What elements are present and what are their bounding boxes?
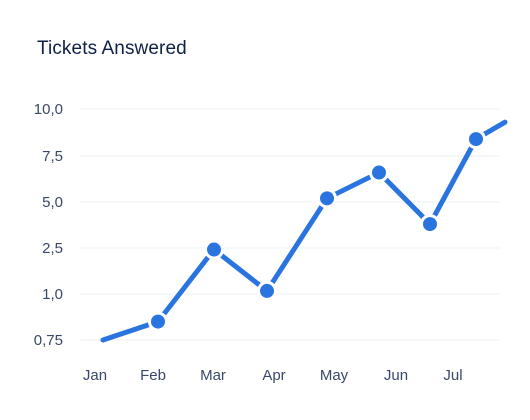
series-points-layer: [148, 129, 486, 332]
y-tick-label: 10,0: [34, 101, 63, 118]
y-tick-label: 1,0: [42, 286, 63, 303]
x-tick-label: Jun: [384, 367, 408, 384]
x-tick-label: May: [320, 367, 349, 384]
chart-title: Tickets Answered: [37, 38, 187, 59]
data-point[interactable]: [466, 129, 486, 150]
series-line: [100, 119, 508, 343]
data-point[interactable]: [369, 162, 389, 183]
y-tick-label: 0,75: [34, 332, 63, 349]
y-tick-label: 7,5: [42, 148, 63, 165]
y-tick-label: 5,0: [42, 194, 63, 211]
x-tick-label: Feb: [140, 367, 166, 384]
x-tick-label: Apr: [262, 367, 285, 384]
grid-layer: [80, 108, 500, 341]
data-point[interactable]: [148, 311, 168, 332]
y-tick-label: 2,5: [42, 240, 63, 257]
data-point[interactable]: [317, 188, 337, 209]
x-tick-label: Jan: [83, 367, 107, 384]
y-axis-ticks: 10,0 7,5 5,0 2,5 1,0 0,75: [34, 101, 63, 349]
series-line-layer: [100, 119, 508, 343]
x-tick-label: Mar: [200, 367, 226, 384]
data-point[interactable]: [257, 280, 277, 301]
x-axis-ticks: Jan Feb Mar Apr May Jun Jul: [83, 367, 463, 384]
data-point[interactable]: [420, 214, 440, 235]
x-tick-label: Jul: [443, 367, 462, 384]
data-point[interactable]: [204, 239, 224, 260]
